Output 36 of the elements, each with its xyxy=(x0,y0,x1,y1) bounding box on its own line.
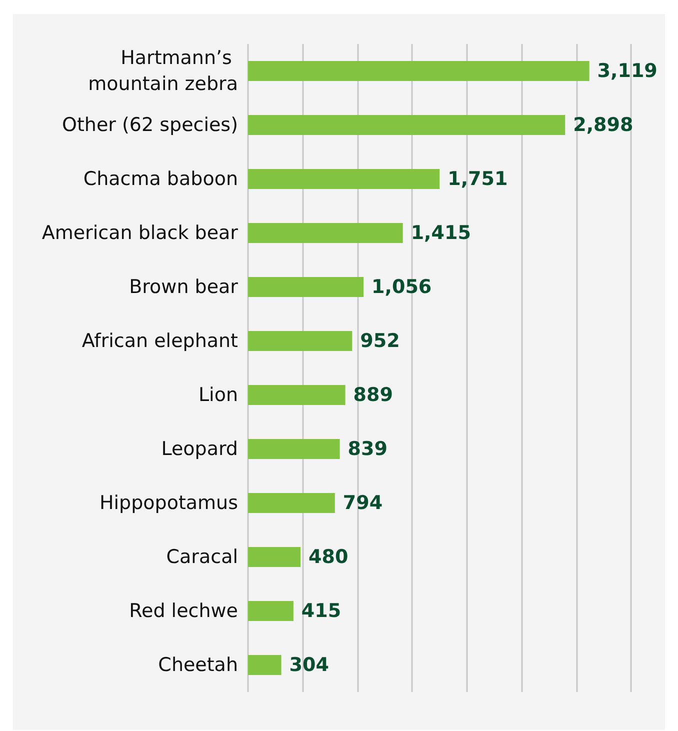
data-label: 2,898 xyxy=(573,114,634,136)
data-label: 1,415 xyxy=(410,222,471,244)
y-tick-label: Hippopotamus xyxy=(99,492,238,514)
bar xyxy=(248,115,566,135)
bar xyxy=(248,601,294,621)
y-tick-label: African elephant xyxy=(82,330,238,352)
bar xyxy=(248,169,440,189)
data-label: 3,119 xyxy=(597,60,658,82)
y-tick-label: Chacma baboon xyxy=(83,168,238,190)
data-label: 1,751 xyxy=(448,168,508,190)
y-tick-label: Brown bear xyxy=(129,276,238,298)
data-label: 480 xyxy=(308,546,348,568)
y-tick-label: Other (62 species) xyxy=(62,114,238,136)
y-tick-label: Hartmann’s mountain zebra xyxy=(88,47,238,95)
data-label: 304 xyxy=(289,654,329,676)
y-tick-label: Red lechwe xyxy=(129,600,238,622)
data-label: 794 xyxy=(342,492,383,514)
data-label: 1,056 xyxy=(372,276,432,298)
bar xyxy=(248,223,403,243)
y-tick-label: Caracal xyxy=(166,546,238,568)
bar xyxy=(248,331,352,351)
y-tick-label: American black bear xyxy=(42,222,238,244)
bar xyxy=(248,655,282,675)
bar xyxy=(248,61,590,81)
data-label: 415 xyxy=(301,600,342,622)
bar xyxy=(248,385,346,405)
y-tick-label: Leopard xyxy=(161,438,238,460)
data-label: 952 xyxy=(360,330,400,352)
y-tick-label: Cheetah xyxy=(158,654,238,676)
bar xyxy=(248,547,301,567)
data-label: 889 xyxy=(353,384,393,406)
bar xyxy=(248,277,364,297)
y-tick-label: Lion xyxy=(198,384,238,406)
data-label: 839 xyxy=(348,438,388,460)
bar xyxy=(248,439,340,459)
bar xyxy=(248,493,335,513)
